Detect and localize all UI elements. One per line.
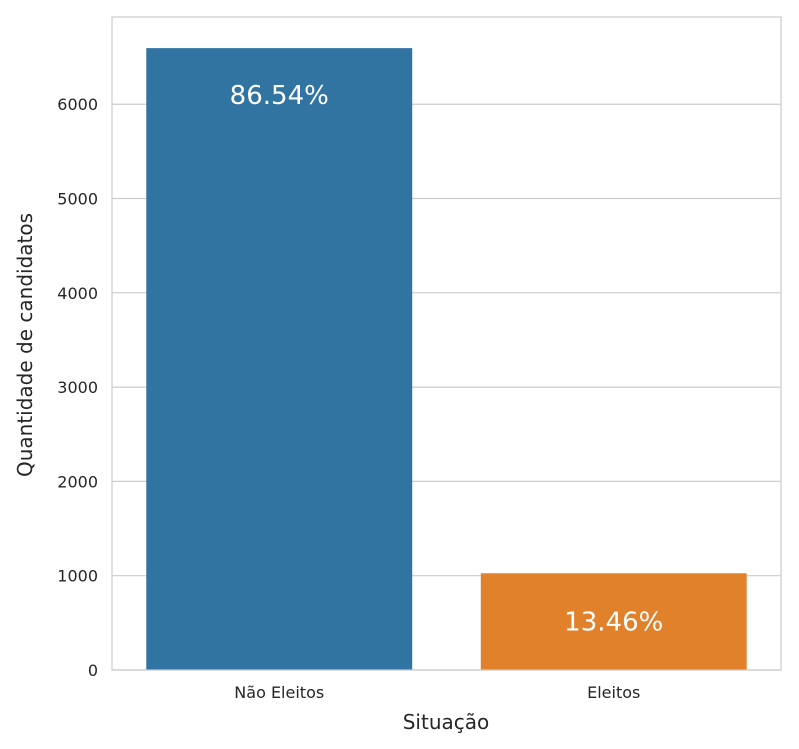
bar-value-labels: 86.54% 13.46% xyxy=(230,81,664,638)
y-axis-label: Quantidade de candidatos xyxy=(13,213,37,477)
bar-value-label: 86.54% xyxy=(230,81,329,111)
x-tick-labels: Não Eleitos Eleitos xyxy=(234,683,640,702)
y-tick-label: 6000 xyxy=(57,95,98,114)
y-tick-label: 0 xyxy=(88,661,98,680)
x-axis-label: Situação xyxy=(403,710,490,734)
y-tick-label: 1000 xyxy=(57,567,98,586)
bar-value-label: 13.46% xyxy=(564,608,663,638)
x-tick-label: Não Eleitos xyxy=(234,683,324,702)
y-tick-labels: 0 1000 2000 3000 4000 5000 6000 xyxy=(57,95,98,680)
bar-0 xyxy=(146,48,413,671)
bars xyxy=(146,48,747,671)
y-tick-label: 3000 xyxy=(57,378,98,397)
bar-1 xyxy=(480,573,747,670)
y-tick-label: 5000 xyxy=(57,190,98,209)
y-tick-label: 4000 xyxy=(57,284,98,303)
x-tick-label: Eleitos xyxy=(587,683,640,702)
y-tick-label: 2000 xyxy=(57,472,98,491)
plot-frame xyxy=(111,16,782,671)
